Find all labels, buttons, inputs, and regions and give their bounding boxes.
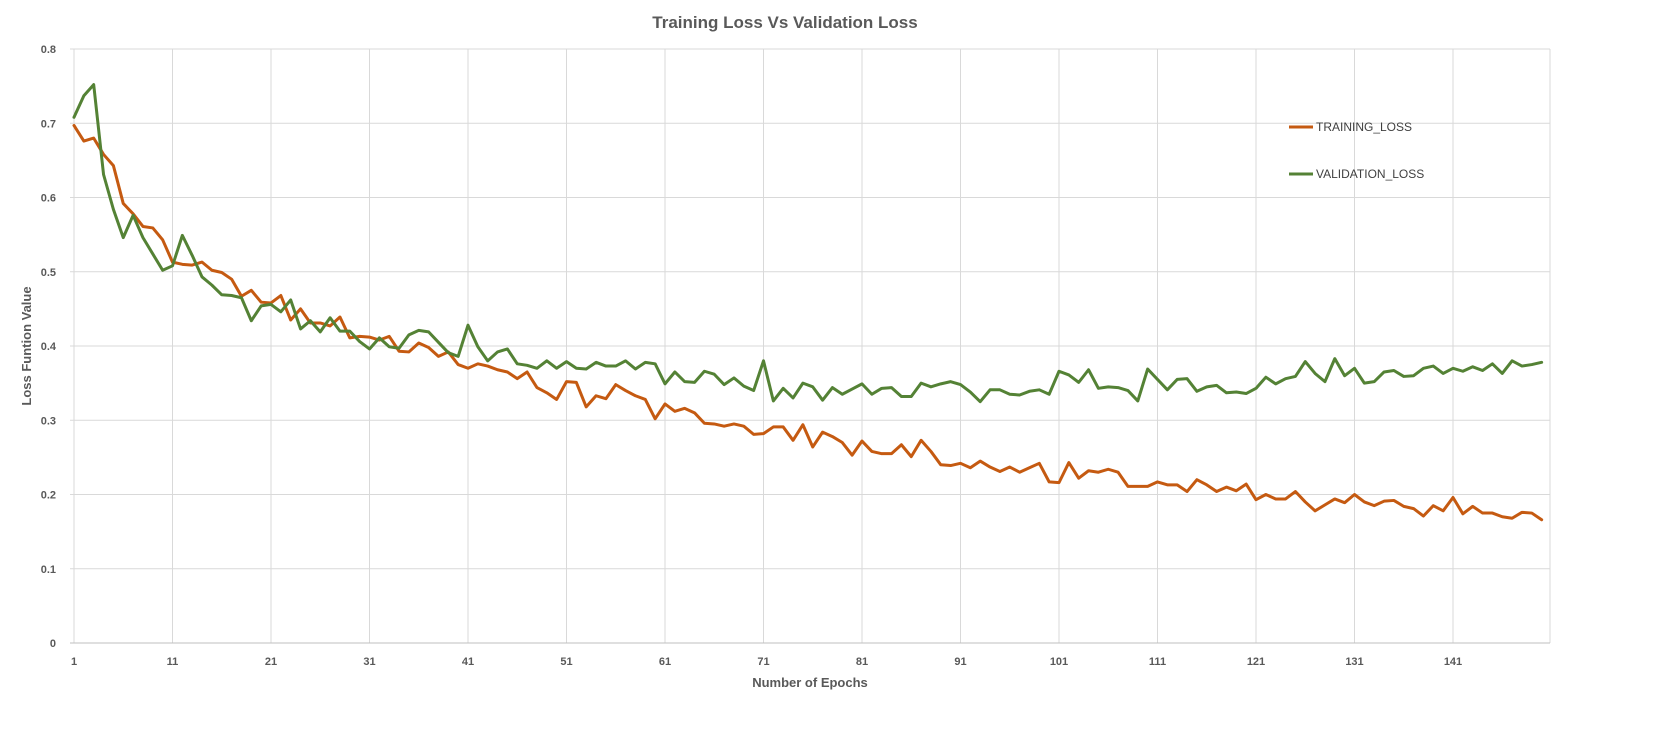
y-tick-label: 0.3 bbox=[41, 415, 56, 427]
axes: 00.10.20.30.40.50.60.70.81 11 21 31 41 51 61 71… bbox=[41, 44, 1550, 668]
x-tick-label: 61 bbox=[659, 656, 671, 668]
x-tick-label: 51 bbox=[560, 656, 572, 668]
x-axis-title: Number of Epochs bbox=[752, 675, 868, 690]
y-tick-label: 0.2 bbox=[41, 490, 56, 502]
y-tick-label: 0.8 bbox=[41, 44, 56, 56]
legend-label: VALIDATION_LOSS bbox=[1316, 167, 1424, 181]
x-tick-label: 101 bbox=[1050, 656, 1068, 668]
y-tick-label: 0.4 bbox=[41, 341, 57, 353]
x-tick-label: 71 bbox=[757, 656, 769, 668]
x-tick-label: 91 bbox=[954, 656, 966, 668]
y-tick-label: 0.5 bbox=[41, 267, 56, 279]
legend: TRAINING_LOSS VALIDATION_LOSS bbox=[1289, 120, 1424, 181]
x-tick-label: 81 bbox=[856, 656, 868, 668]
x-tick-label: 41 bbox=[462, 656, 474, 668]
x-tick-label: 111 bbox=[1149, 656, 1166, 668]
x-tick-label: 11 bbox=[167, 656, 179, 668]
series-line-training-loss bbox=[72, 123, 1544, 522]
gridlines bbox=[70, 48, 1551, 643]
y-tick-label: 0.1 bbox=[41, 564, 56, 576]
series-line-validation-loss bbox=[72, 83, 1544, 404]
y-tick-label: 0 bbox=[50, 638, 56, 650]
x-tick-label: 141 bbox=[1444, 656, 1462, 668]
x-tick-label: 21 bbox=[265, 656, 277, 668]
x-tick-label: 31 bbox=[363, 656, 375, 668]
y-tick-label: 0.6 bbox=[41, 193, 56, 205]
legend-label: TRAINING_LOSS bbox=[1316, 120, 1412, 134]
x-tick-label: 1 bbox=[71, 656, 77, 668]
y-axis-title: Loss Funtion Value bbox=[19, 286, 34, 405]
x-tick-label: 121 bbox=[1247, 656, 1265, 668]
chart-title: Training Loss Vs Validation Loss bbox=[652, 13, 917, 32]
y-tick-label: 0.7 bbox=[41, 118, 56, 130]
x-tick-label: 131 bbox=[1345, 656, 1363, 668]
series-lines bbox=[72, 83, 1544, 522]
